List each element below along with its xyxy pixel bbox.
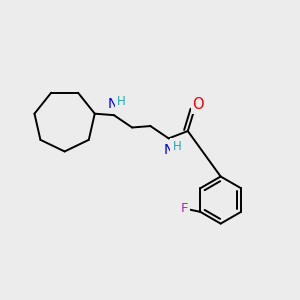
Text: N: N bbox=[107, 97, 118, 111]
Text: O: O bbox=[193, 97, 204, 112]
Text: H: H bbox=[172, 140, 181, 153]
Text: H: H bbox=[117, 94, 126, 107]
Text: F: F bbox=[180, 202, 188, 215]
Text: N: N bbox=[164, 142, 174, 157]
